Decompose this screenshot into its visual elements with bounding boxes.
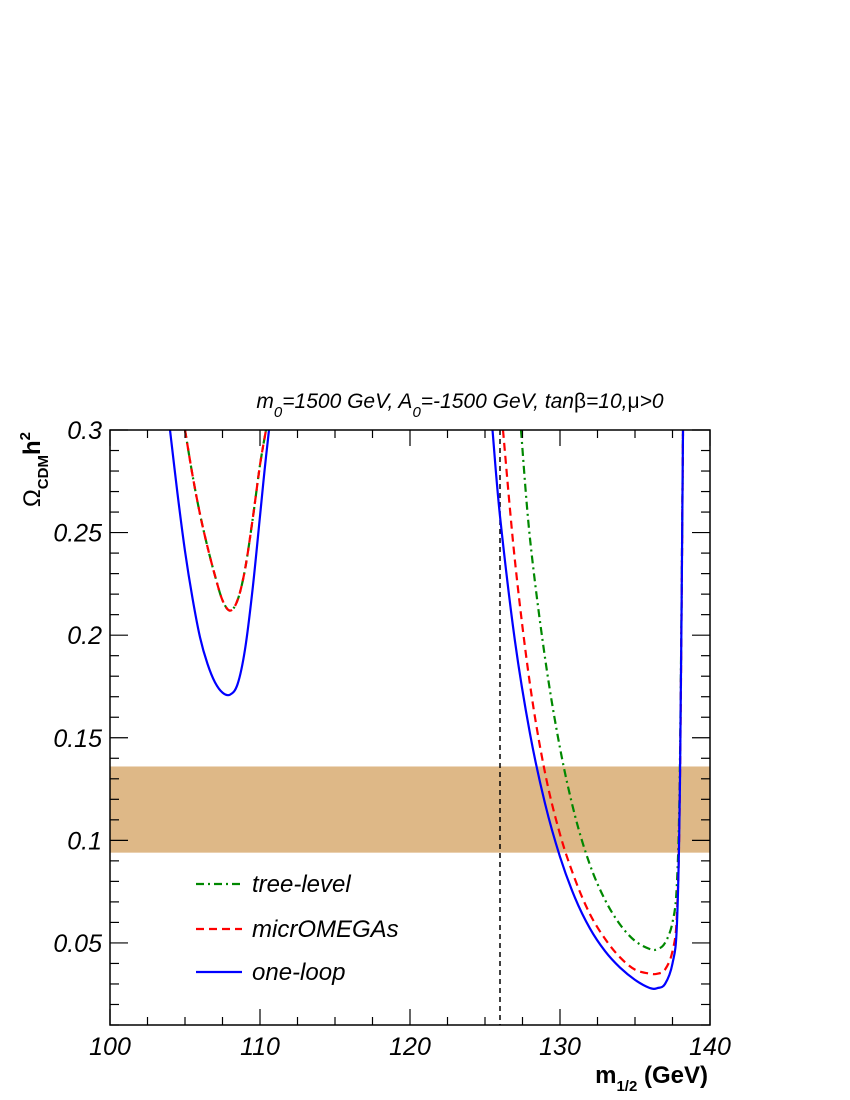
series-micrOMEGAs-curve-0 xyxy=(183,430,268,612)
y-tick-label: 0.05 xyxy=(53,930,102,958)
legend-label-one-loop: one-loop xyxy=(252,959,345,986)
y-tick-label: 0.1 xyxy=(67,827,102,855)
series-tree-level-curve-1 xyxy=(519,430,685,952)
x-tick-label: 140 xyxy=(689,1033,731,1061)
legend-label-micrOMEGAs: micrOMEGAs xyxy=(252,916,399,943)
series-micrOMEGAs-curve-1 xyxy=(501,430,685,976)
y-tick-label: 0.25 xyxy=(53,520,102,548)
series-one-loop-curve-1 xyxy=(491,430,685,990)
legend-label-tree-level: tree-level xyxy=(252,871,351,898)
observed-relic-density-band xyxy=(110,766,710,853)
series-one-loop-curve-0 xyxy=(168,430,271,697)
ticks-group xyxy=(109,429,711,1026)
legend: tree-level micrOMEGAs one-loop xyxy=(196,871,399,986)
y-tick-label: 0.3 xyxy=(67,417,102,445)
x-tick-label: 130 xyxy=(539,1033,581,1061)
x-axis-title: m1/2 (GeV) xyxy=(595,1062,708,1095)
y-tick-label: 0.15 xyxy=(53,725,102,753)
x-tick-label: 110 xyxy=(240,1033,280,1061)
y-tick-label: 0.2 xyxy=(67,622,102,650)
x-tick-label: 100 xyxy=(89,1033,131,1061)
curves-group xyxy=(168,430,685,990)
tick-labels-group: 100 110 120 130 140 0.05 0.1 0.15 0.2 0.25 0.3 xyxy=(53,417,731,1061)
y-axis-title: ΩCDMh2 xyxy=(17,432,52,507)
chart-title: m0=1500 GeV, A0=-1500 GeV, tanβ=10,μ>0 xyxy=(256,390,663,421)
x-tick-label: 120 xyxy=(389,1033,431,1061)
